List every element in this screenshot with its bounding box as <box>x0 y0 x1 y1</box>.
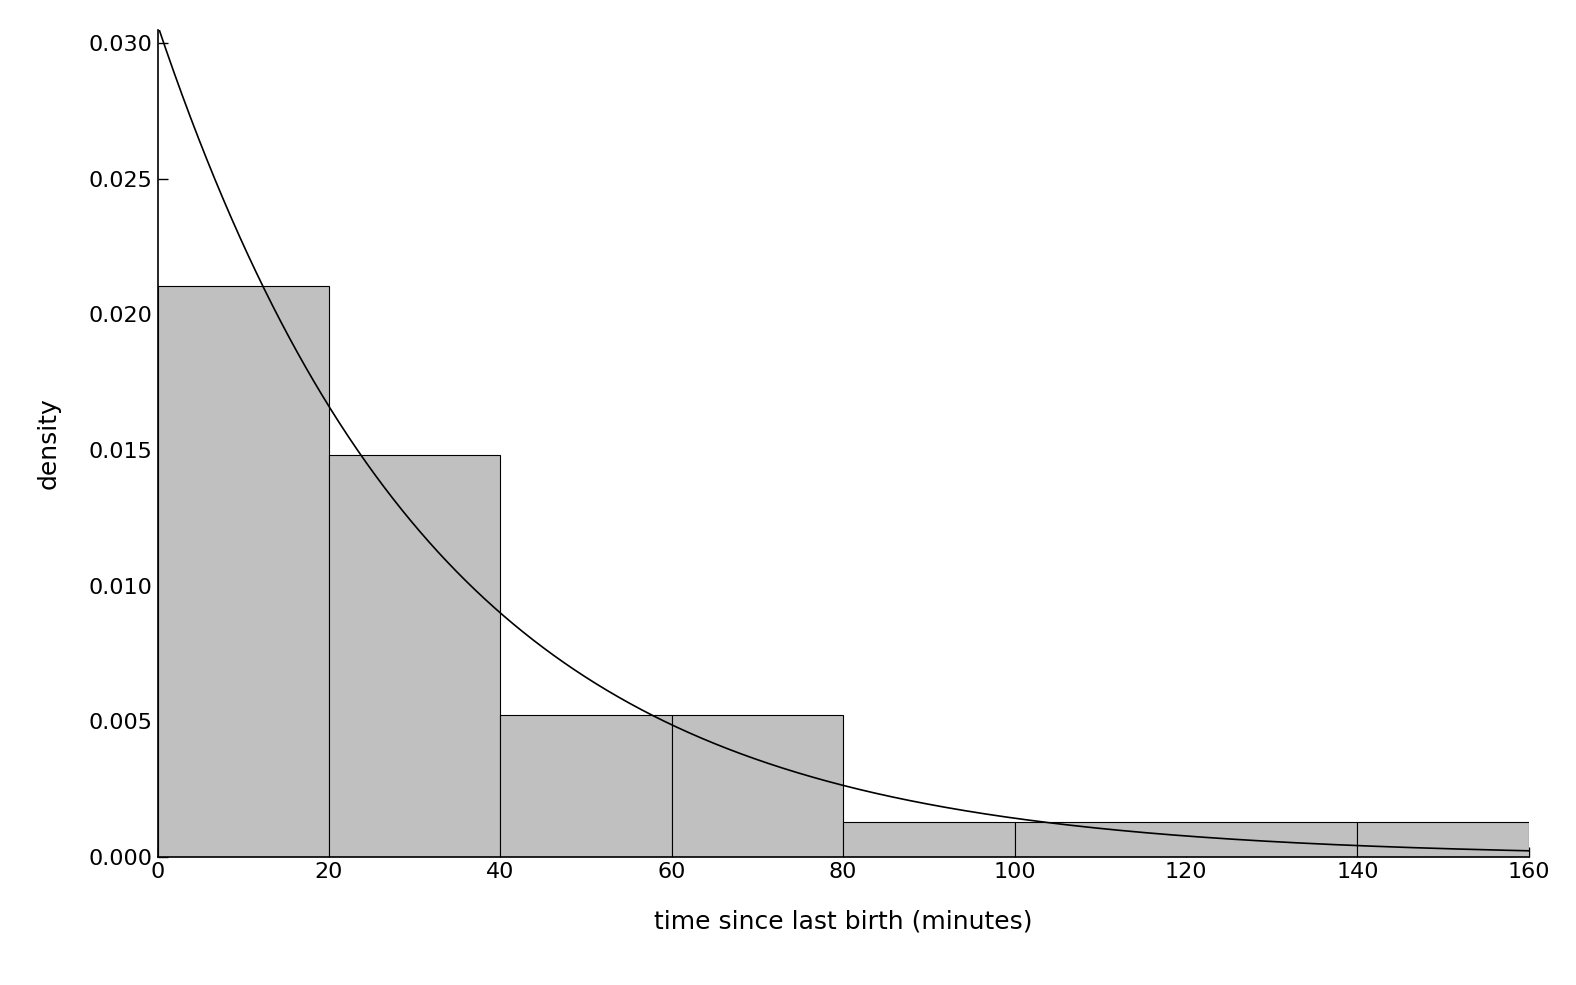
Bar <box>1015 821 1357 857</box>
Y-axis label: density: density <box>36 397 61 490</box>
Bar <box>671 714 843 857</box>
Bar <box>329 455 500 857</box>
Bar <box>158 286 329 857</box>
X-axis label: time since last birth (minutes): time since last birth (minutes) <box>654 909 1032 934</box>
Bar <box>843 821 1015 857</box>
Bar <box>500 714 671 857</box>
Bar <box>1357 821 1529 857</box>
